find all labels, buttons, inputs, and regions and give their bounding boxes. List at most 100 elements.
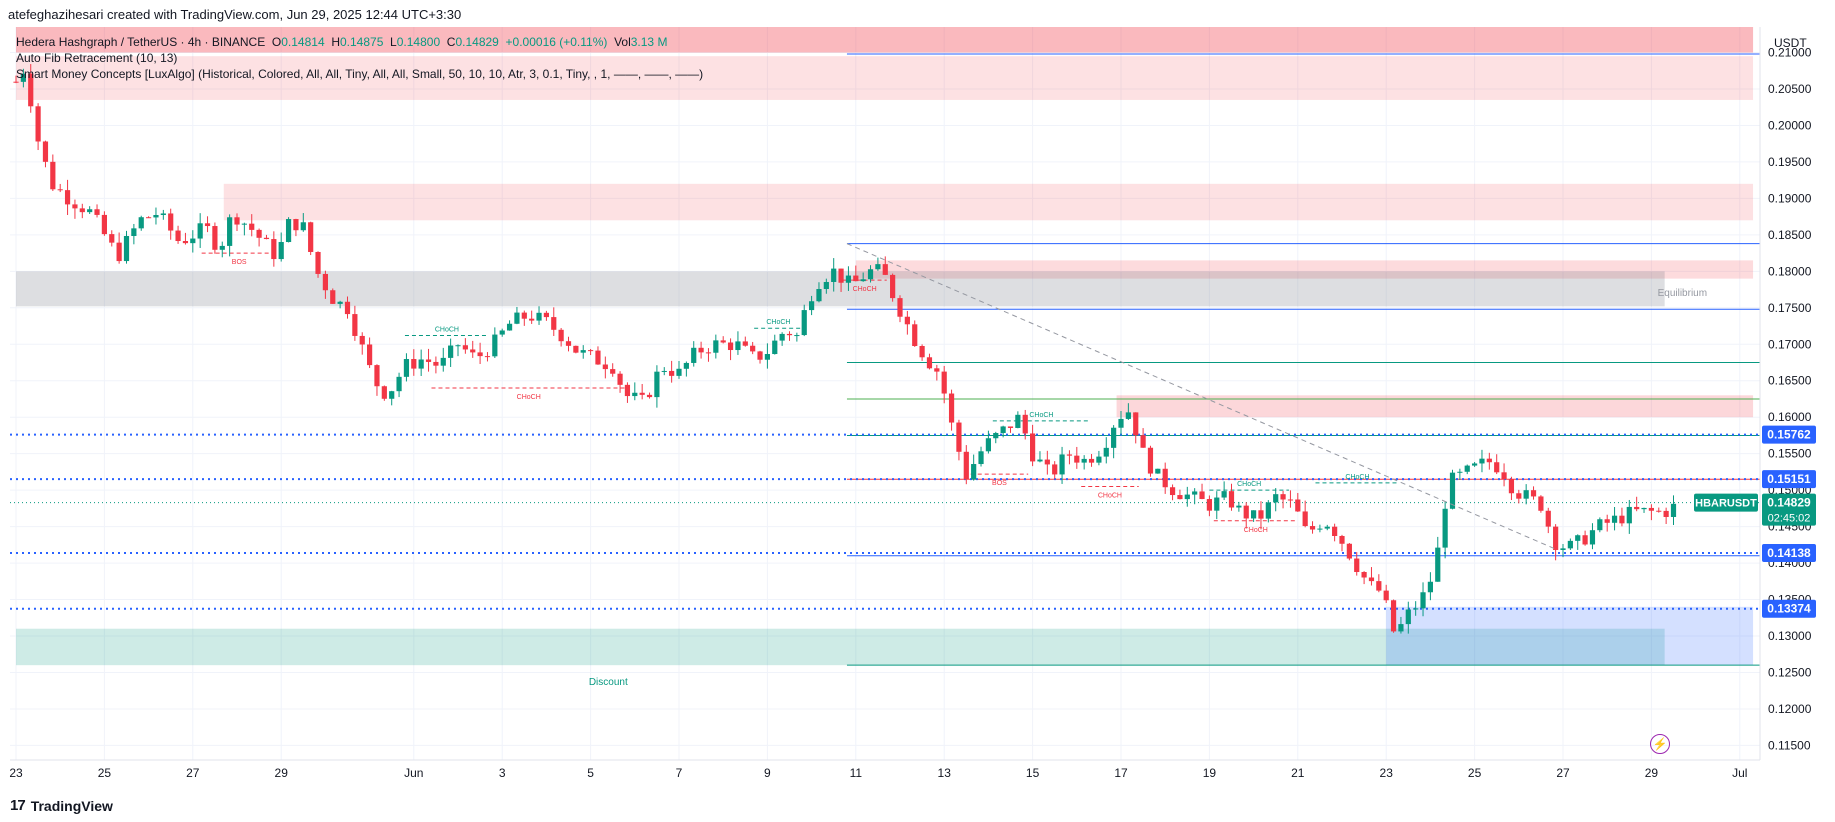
candle-body <box>1420 592 1426 609</box>
price-level-badge <box>1762 425 1816 444</box>
candle-body <box>661 370 667 372</box>
candle-body <box>691 347 697 363</box>
price-axis[interactable]: 0.115000.120000.125000.130000.135000.140… <box>1759 27 1812 760</box>
y-tick-label: 0.18000 <box>1768 264 1812 278</box>
candle-body <box>632 392 638 397</box>
symbol-badge-label: HBARUSDT <box>1695 498 1757 510</box>
x-tick-label: 13 <box>938 766 952 780</box>
candle-body <box>1449 472 1456 509</box>
candle-body <box>919 345 925 358</box>
y-tick-label: 0.16000 <box>1768 410 1812 424</box>
candle-body <box>411 359 417 369</box>
candle-body <box>20 73 26 82</box>
candle-body <box>890 274 896 299</box>
trendline <box>846 243 1555 549</box>
candle-body <box>1088 458 1095 463</box>
author-line: atefeghazihesari created with TradingVie… <box>8 7 462 22</box>
price-badges: 0.15762 0.15151 0.14138 0.13374 HBARUSDT 0.14… <box>1694 425 1816 618</box>
candle-body <box>1147 447 1154 474</box>
candle-body <box>1133 412 1139 436</box>
candle-body <box>1523 490 1529 499</box>
candle-body <box>853 275 859 282</box>
tradingview-brand[interactable]: 17 TradingView <box>10 797 113 814</box>
candle-body <box>1435 547 1441 582</box>
tradingview-brand-text: TradingView <box>30 797 113 814</box>
candle-body <box>94 209 100 215</box>
change-value: +0.00016 (+0.11%) <box>505 35 608 49</box>
structure-label: CHoCH <box>766 319 790 326</box>
candle-body <box>418 359 424 369</box>
candle-body <box>1059 454 1065 475</box>
candle-body <box>772 340 778 355</box>
structure-label: CHoCH <box>1237 481 1261 488</box>
candle-body <box>1508 479 1515 494</box>
candle-body <box>1641 507 1647 510</box>
candle-body <box>1081 458 1087 463</box>
candle-body <box>1236 505 1242 508</box>
candle-body <box>1111 427 1117 448</box>
y-tick-label: 0.19500 <box>1768 155 1812 169</box>
price-level-label: 0.15151 <box>1767 472 1811 486</box>
low-label: L <box>390 35 397 49</box>
candle-body <box>1383 590 1389 601</box>
y-tick-label: 0.19000 <box>1768 191 1812 205</box>
candle-body <box>1427 581 1433 593</box>
candle-body <box>646 394 653 398</box>
x-tick-label: 25 <box>1468 766 1482 780</box>
candle-body <box>1656 510 1662 512</box>
candle-body <box>367 344 373 366</box>
candle-body <box>190 238 196 244</box>
candle-body <box>1376 581 1382 591</box>
candle-body <box>1169 487 1176 496</box>
smc-zones: Equilibrium Discount <box>16 27 1754 688</box>
candle-body <box>1228 491 1235 508</box>
candle-body <box>1206 499 1212 511</box>
candle-body <box>477 352 483 357</box>
candle-body <box>1464 465 1470 472</box>
candle-body <box>588 350 594 352</box>
candle-body <box>263 237 270 240</box>
candle-body <box>1258 510 1264 519</box>
symbol-legend[interactable]: Hedera Hashgraph / TetherUS · 4h · BINAN… <box>16 35 667 49</box>
candle-body <box>1634 506 1640 510</box>
candle-body <box>1457 471 1463 473</box>
candle-body <box>455 345 461 347</box>
candle-body <box>212 226 218 250</box>
candle-body <box>809 301 815 311</box>
candle-body <box>1103 447 1109 457</box>
candle-body <box>705 352 712 354</box>
candle-body <box>971 464 977 480</box>
structure-label: CHoCH <box>1244 527 1268 534</box>
y-tick-label: 0.21000 <box>1768 46 1812 60</box>
candle-body <box>1162 468 1168 488</box>
candle-body <box>182 241 189 244</box>
candle-body <box>764 354 770 360</box>
candle-body <box>956 422 962 452</box>
indicator-smc-legend[interactable]: Smart Money Concepts [LuxAlgo] (Historic… <box>16 67 704 81</box>
candle-body <box>123 235 130 262</box>
candle-body <box>352 314 358 336</box>
trendline <box>846 243 1555 549</box>
candle-body <box>948 393 955 423</box>
lightning-icon[interactable]: ⚡ <box>1650 734 1670 754</box>
candle-body <box>1015 414 1021 428</box>
candle-body <box>595 350 601 365</box>
candle-body <box>403 359 410 377</box>
candle-body <box>1295 499 1301 512</box>
candle-body <box>1030 433 1036 462</box>
candle-body <box>278 242 284 260</box>
time-axis[interactable]: 23 25 27 29 Jun 3 5 7 9 11 13 15 17 19 21 23 25 27 29 Jul <box>9 759 1760 780</box>
structure-label: CHoCH <box>435 327 459 334</box>
candle-body <box>359 335 365 345</box>
candle-body <box>322 273 328 291</box>
candle-body <box>1530 490 1537 497</box>
structure-label: BOS <box>992 480 1007 487</box>
close-value: 0.14829 <box>455 35 499 49</box>
candle-body <box>470 349 476 353</box>
currency-label[interactable]: USDT <box>1774 36 1807 50</box>
candle-body <box>1390 600 1397 632</box>
indicator-fib-legend[interactable]: Auto Fib Retracement (10, 13) <box>16 51 178 65</box>
candle-body <box>1324 526 1330 529</box>
candle-body <box>993 432 999 439</box>
